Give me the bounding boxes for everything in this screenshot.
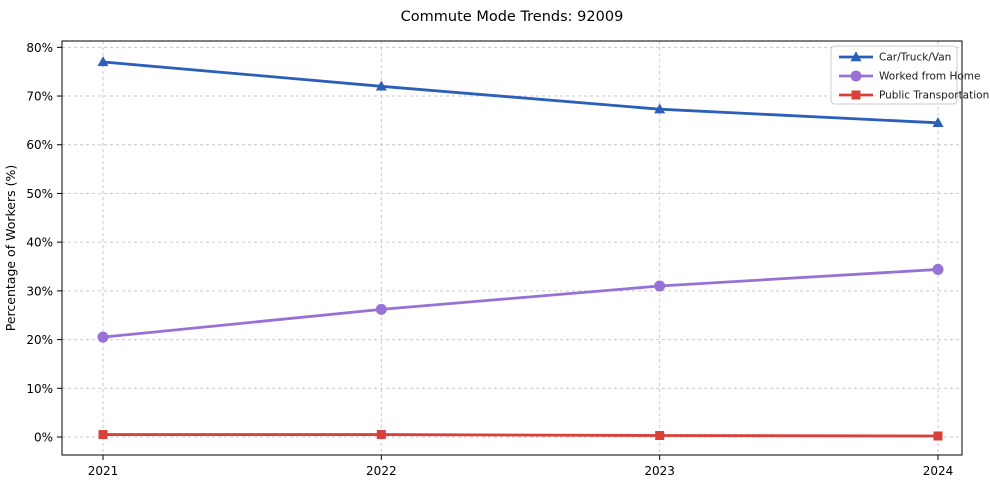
- x-tick-label: 2023: [644, 464, 675, 478]
- legend-item: Car/Truck/Van: [839, 51, 951, 64]
- plot-border: [61, 40, 963, 456]
- series-car-truck-van: [97, 56, 944, 128]
- legend-item-label: Public Transportation: [879, 90, 989, 102]
- series-layer: [97, 56, 944, 441]
- y-tick-label: 70%: [26, 90, 53, 104]
- data-point-square: [376, 430, 386, 440]
- data-point-circle: [97, 331, 109, 343]
- data-point-square: [851, 90, 861, 100]
- y-tick-label: 10%: [26, 382, 53, 396]
- legend-box: [830, 45, 958, 105]
- y-tick-label: 40%: [26, 236, 53, 250]
- grid-layer: [62, 41, 962, 455]
- data-point-triangle: [375, 80, 387, 91]
- series-line: [101, 60, 940, 125]
- data-point-circle: [375, 303, 387, 315]
- x-tick-label: 2024: [923, 464, 954, 478]
- data-point-triangle: [850, 51, 862, 62]
- y-tick-label: 30%: [26, 284, 53, 298]
- legend-item-label: Car/Truck/Van: [879, 52, 951, 64]
- chart-title: Commute Mode Trends: 92009: [401, 9, 624, 25]
- series-worked-from-home: [97, 263, 944, 343]
- legend-item: Worked from Home: [839, 70, 980, 83]
- series-line: [101, 433, 940, 438]
- x-tick-label: 2021: [88, 464, 119, 478]
- series-public-transportation: [98, 430, 943, 441]
- data-point-square: [655, 431, 665, 441]
- data-point-triangle: [932, 117, 944, 128]
- y-tick-label: 0%: [34, 430, 53, 444]
- y-tick-label: 60%: [26, 138, 53, 152]
- data-point-triangle: [654, 103, 666, 114]
- series-line: [101, 268, 940, 339]
- legend-item: Public Transportation: [839, 90, 989, 102]
- y-tick-label: 20%: [26, 333, 53, 347]
- legend: Car/Truck/Van Worked from Home Public Tran…: [830, 45, 989, 105]
- data-point-square: [98, 430, 108, 440]
- y-tick-label: 80%: [26, 41, 53, 55]
- data-point-circle: [850, 70, 862, 82]
- data-point-circle: [932, 263, 944, 275]
- data-point-triangle: [97, 56, 109, 67]
- data-point-circle: [654, 280, 666, 292]
- y-tick-label: 50%: [26, 187, 53, 201]
- x-tick-label: 2022: [366, 464, 397, 478]
- y-axis-label: Percentage of Workers (%): [3, 165, 18, 331]
- tick-layer: 0% 10% 20% 30% 40% 50% 60% 70% 80% 2021 2022 2023 20…: [26, 41, 953, 478]
- data-point-square: [933, 431, 943, 441]
- legend-item-label: Worked from Home: [879, 71, 980, 83]
